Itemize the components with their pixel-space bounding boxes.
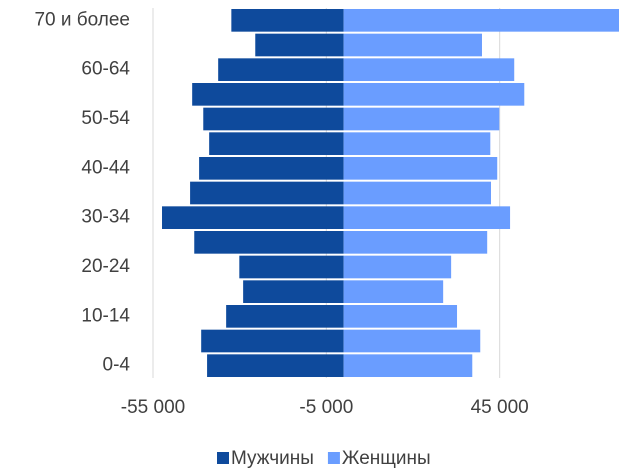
bar (190, 181, 344, 205)
bar (343, 83, 525, 106)
bar (343, 280, 444, 303)
bar (162, 206, 344, 229)
legend-swatch (217, 452, 229, 464)
bar (201, 329, 344, 353)
bar (343, 9, 619, 32)
y-tick-label: 40-44 (81, 157, 130, 178)
bar (343, 107, 500, 131)
y-tick-label: 30-34 (81, 207, 130, 228)
legend-label: Женщины (342, 448, 431, 469)
bar (255, 33, 344, 57)
y-tick-label: 0-4 (103, 355, 131, 376)
bar (203, 107, 344, 131)
bar (218, 58, 344, 81)
bar (239, 255, 344, 279)
x-tick-label: -5 000 (299, 397, 353, 418)
bar (343, 58, 515, 81)
y-tick-label: 10-14 (81, 305, 130, 326)
y-tick-label: 20-24 (81, 256, 130, 277)
bar (343, 329, 481, 353)
legend-label: Мужчины (231, 448, 314, 469)
bar (343, 255, 452, 279)
bar (343, 132, 491, 155)
bar (231, 9, 344, 32)
bar (343, 157, 498, 180)
y-tick-label: 50-54 (81, 108, 130, 129)
bar (207, 354, 344, 377)
bar (343, 354, 473, 377)
bar (194, 231, 344, 254)
bar (243, 280, 344, 303)
x-tick-label: -55 000 (121, 397, 185, 418)
legend-swatch (327, 452, 340, 464)
bar (343, 181, 491, 205)
bar (343, 231, 488, 254)
x-tick-label: 45 000 (471, 397, 529, 418)
y-tick-label: 70 и более (34, 9, 130, 30)
bar (343, 33, 482, 57)
bar (209, 132, 344, 155)
bar (343, 206, 511, 229)
y-tick-label: 60-64 (81, 59, 130, 80)
bar (199, 157, 344, 180)
bar (192, 83, 344, 106)
bar (343, 305, 458, 328)
bar (226, 305, 344, 328)
